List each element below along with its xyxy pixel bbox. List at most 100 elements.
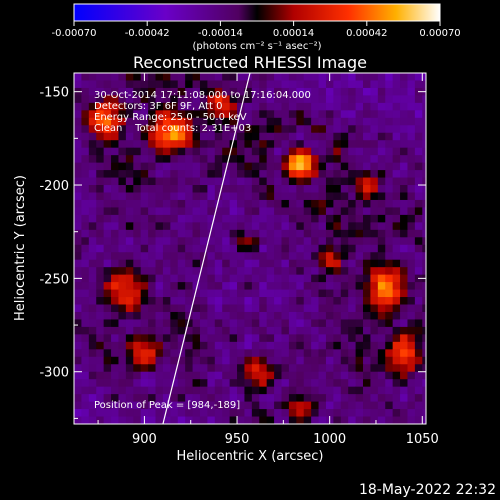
colorbar-ticks: -0.00070 -0.00042 -0.00014 0.00014 0.00042 0.… — [52, 21, 461, 39]
heatmap-cell — [199, 319, 208, 328]
heatmap-cell — [422, 170, 426, 178]
heatmap-cell — [340, 222, 349, 231]
heatmap-cell — [155, 401, 164, 410]
heatmap-cell — [251, 87, 260, 96]
heatmap-cell — [355, 185, 364, 193]
annotation-clean-counts: Clean Total counts: 2.31E+03 — [94, 123, 251, 134]
heatmap-cell — [251, 289, 260, 298]
heatmap-cell — [318, 364, 327, 373]
heatmap-cell — [148, 274, 156, 283]
heatmap-cell — [407, 304, 416, 313]
heatmap-cell — [200, 424, 208, 432]
heatmap-cell — [133, 73, 142, 81]
heatmap-cell — [400, 214, 408, 223]
heatmap-cell — [237, 87, 245, 96]
heatmap-cell — [296, 222, 305, 231]
heatmap-cell — [81, 222, 90, 231]
heatmap-cell — [199, 207, 208, 216]
heatmap-cell — [281, 102, 290, 111]
heatmap-cell — [296, 334, 305, 343]
heatmap-cell — [81, 110, 90, 119]
heatmap-cell — [155, 199, 164, 208]
heatmap-cell — [274, 274, 282, 283]
heatmap-cell — [348, 401, 356, 410]
heatmap-cell — [407, 386, 416, 395]
heatmap-cell — [333, 259, 342, 268]
heatmap-cell — [311, 416, 319, 424]
heatmap-cell — [118, 341, 127, 350]
heatmap-cell — [281, 87, 290, 96]
heatmap-cell — [333, 297, 342, 305]
heatmap-cell — [118, 229, 127, 238]
heatmap-cell — [111, 371, 119, 380]
heatmap-cell — [192, 349, 201, 358]
heatmap-cell — [407, 319, 416, 328]
heatmap-cell — [377, 334, 386, 343]
heatmap-cell — [118, 416, 127, 424]
heatmap-cell — [81, 379, 90, 388]
heatmap-cell — [333, 237, 342, 246]
heatmap-cell — [81, 386, 90, 395]
heatmap-cell — [155, 177, 164, 186]
heatmap-cell — [96, 319, 105, 328]
heatmap-cell — [348, 371, 356, 380]
heatmap-cell — [74, 356, 82, 365]
heatmap-cell — [125, 132, 134, 141]
heatmap-cell — [74, 364, 82, 373]
heatmap-cell — [266, 274, 275, 283]
heatmap-cell — [370, 177, 379, 186]
heatmap-cell — [288, 185, 297, 193]
heatmap-cell — [103, 125, 112, 134]
heatmap-cell — [274, 87, 282, 96]
heatmap-cell — [81, 326, 90, 335]
heatmap-cell — [103, 95, 112, 104]
heatmap-cell — [148, 222, 156, 231]
heatmap-cell — [355, 289, 364, 298]
heatmap-cell — [340, 237, 349, 246]
heatmap-cell — [430, 125, 438, 133]
colorbar-tick-label: 0.00070 — [419, 28, 460, 39]
heatmap-cell — [370, 229, 379, 238]
heatmap-cell — [185, 334, 193, 343]
heatmap-cell — [207, 170, 216, 178]
heatmap-cell — [430, 282, 438, 290]
heatmap-cell — [214, 102, 223, 111]
heatmap-cell — [170, 297, 179, 305]
x-tick-label: 950 — [225, 432, 250, 447]
heatmap-cell — [296, 356, 305, 365]
heatmap-cell — [103, 259, 112, 268]
heatmap-cell — [422, 177, 426, 186]
heatmap-cell — [281, 326, 290, 335]
heatmap-cell — [400, 259, 408, 268]
heatmap-cell — [126, 424, 134, 432]
heatmap-cell — [355, 214, 364, 223]
heatmap-cell — [377, 349, 386, 358]
heatmap-cell — [81, 244, 90, 253]
heatmap-cell — [355, 162, 364, 171]
heatmap-cell — [274, 304, 282, 313]
heatmap-cell — [237, 259, 245, 268]
heatmap-cell — [199, 185, 208, 193]
heatmap-cell — [377, 192, 386, 201]
heatmap-cell — [125, 140, 134, 149]
heatmap-cell — [363, 177, 371, 186]
heatmap-cell — [244, 424, 252, 432]
heatmap-cell — [192, 214, 201, 223]
heatmap-cell — [400, 140, 408, 149]
heatmap-cell — [96, 416, 105, 424]
heatmap-cell — [237, 237, 245, 246]
heatmap-cell — [148, 162, 156, 171]
heatmap-cell — [266, 207, 275, 216]
heatmap-cell — [281, 177, 290, 186]
heatmap-cell — [303, 87, 312, 96]
heatmap-cell — [326, 424, 334, 432]
heatmap-cell — [229, 356, 238, 365]
heatmap-cell — [385, 237, 394, 246]
heatmap-cell — [96, 207, 105, 216]
heatmap-cell — [207, 282, 216, 290]
heatmap-cell — [118, 155, 127, 164]
heatmap-cell — [363, 185, 371, 193]
heatmap-cell — [281, 394, 290, 402]
heatmap-cell — [363, 341, 371, 350]
heatmap-cell — [222, 147, 231, 156]
